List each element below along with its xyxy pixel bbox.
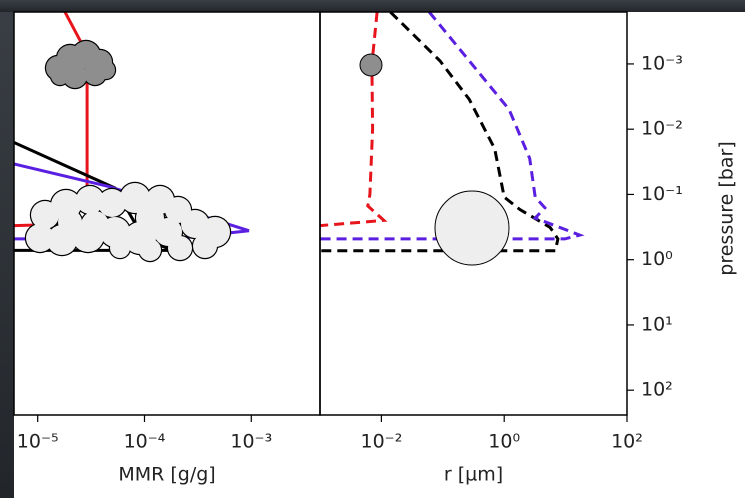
x-tick-label: 10⁰: [488, 431, 520, 453]
cloud-fill: [136, 204, 164, 232]
cloud-fill: [97, 61, 115, 79]
cloud-fill: [51, 67, 69, 85]
y-tick-label: 10⁻¹: [641, 183, 683, 205]
cloud-fill: [168, 236, 192, 260]
cloud-fill: [98, 189, 126, 217]
x-tick-label: 10⁻⁴: [124, 431, 166, 453]
background-strip: [0, 0, 745, 12]
line-series: [320, 12, 388, 228]
axes-frame: [319, 11, 628, 416]
x-axis-label: MMR [g/g]: [118, 464, 215, 486]
background-strip: [0, 0, 14, 498]
y-tick-label: 10⁻³: [641, 52, 683, 74]
x-tick-label: 10⁻⁵: [17, 431, 59, 453]
cloud-fill: [120, 183, 150, 213]
cloud-fill: [110, 238, 130, 258]
large-particle: [434, 190, 510, 266]
x-axis-label: r [µm]: [444, 464, 503, 486]
y-axis-label: pressure [bar]: [716, 141, 738, 275]
y-tick-label: 10⁻²: [641, 118, 683, 140]
cloud-fill: [81, 211, 109, 239]
cloud-fill: [26, 224, 54, 252]
y-tick-label: 10⁰: [641, 248, 673, 270]
cloud: [44, 39, 117, 90]
y-tick-label: 10²: [641, 379, 673, 401]
cloud-fill: [193, 234, 217, 258]
y-tick-label: 10¹: [641, 313, 673, 335]
cloud-fill: [76, 186, 104, 214]
x-tick-label: 10²: [611, 431, 643, 453]
cloud-fill: [139, 239, 161, 261]
x-tick-label: 10⁻³: [230, 431, 272, 453]
line-series: [320, 12, 585, 241]
cloud-fill: [63, 64, 87, 88]
small-particle: [359, 53, 383, 77]
x-tick-label: 10⁻²: [360, 431, 402, 453]
cloud-fill: [58, 210, 82, 234]
line-series: [320, 12, 560, 253]
cloud: [24, 181, 232, 263]
